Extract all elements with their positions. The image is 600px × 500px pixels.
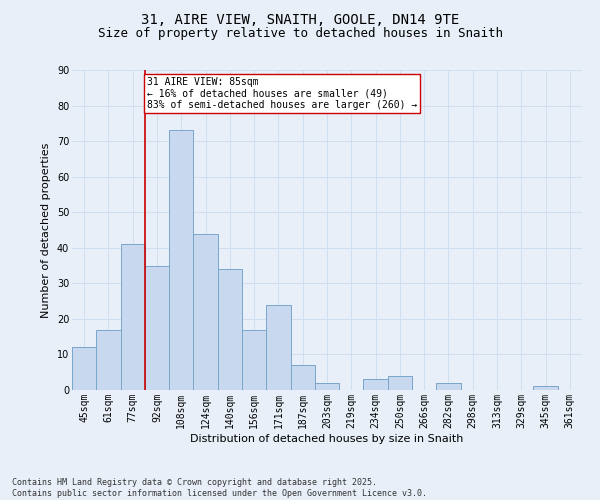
Bar <box>266 304 290 390</box>
Bar <box>193 234 218 390</box>
Bar <box>169 130 193 390</box>
Bar <box>364 380 388 390</box>
Bar <box>436 383 461 390</box>
Y-axis label: Number of detached properties: Number of detached properties <box>41 142 51 318</box>
Bar <box>242 330 266 390</box>
Text: Contains HM Land Registry data © Crown copyright and database right 2025.
Contai: Contains HM Land Registry data © Crown c… <box>12 478 427 498</box>
Bar <box>388 376 412 390</box>
Bar <box>121 244 145 390</box>
Bar <box>72 348 96 390</box>
Bar <box>218 269 242 390</box>
Bar <box>533 386 558 390</box>
Text: 31, AIRE VIEW, SNAITH, GOOLE, DN14 9TE: 31, AIRE VIEW, SNAITH, GOOLE, DN14 9TE <box>141 12 459 26</box>
Text: 31 AIRE VIEW: 85sqm
← 16% of detached houses are smaller (49)
83% of semi-detach: 31 AIRE VIEW: 85sqm ← 16% of detached ho… <box>147 77 418 110</box>
Bar <box>145 266 169 390</box>
Bar <box>315 383 339 390</box>
Bar <box>96 330 121 390</box>
Bar <box>290 365 315 390</box>
X-axis label: Distribution of detached houses by size in Snaith: Distribution of detached houses by size … <box>190 434 464 444</box>
Text: Size of property relative to detached houses in Snaith: Size of property relative to detached ho… <box>97 28 503 40</box>
